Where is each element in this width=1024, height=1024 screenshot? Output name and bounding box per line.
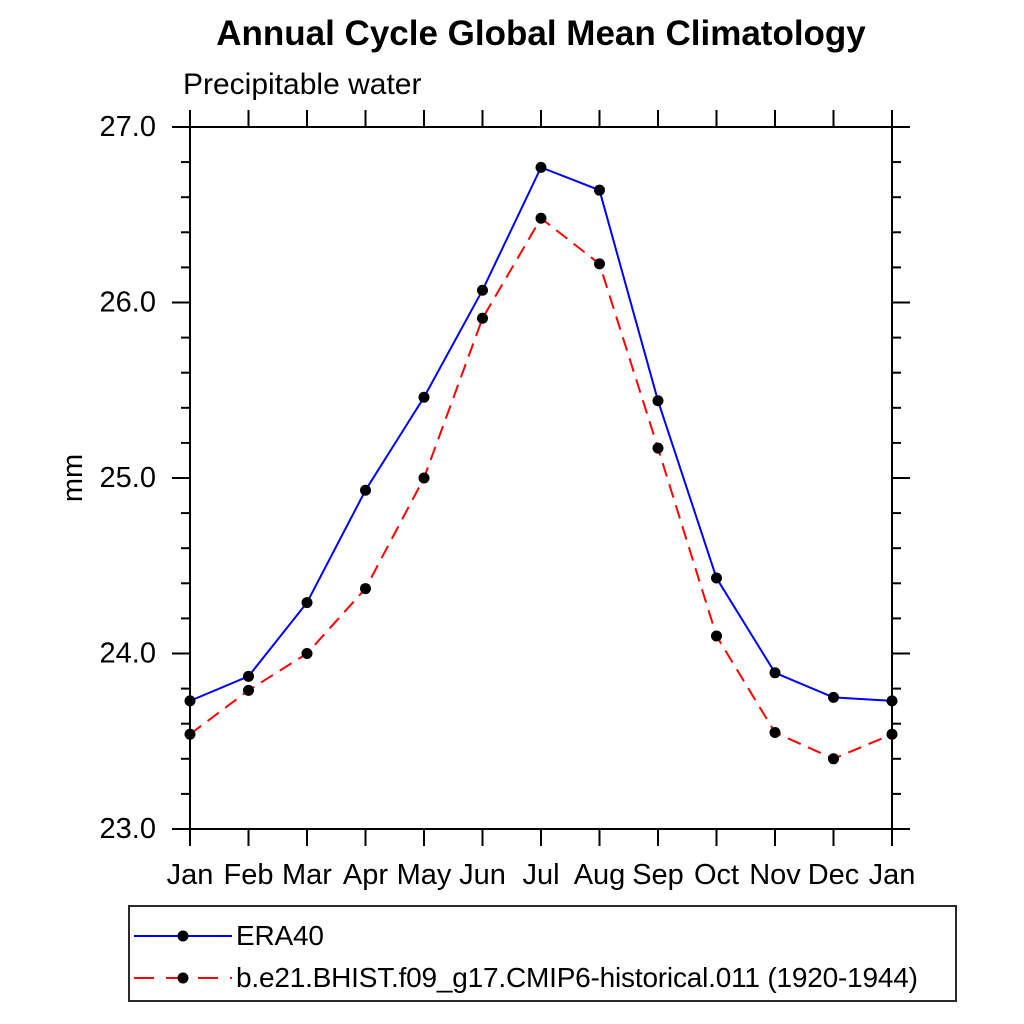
data-point-marker [886,728,898,740]
data-point-marker [184,728,196,740]
x-tick-label: Nov [749,859,801,891]
y-tick-label: 27.0 [100,111,156,143]
x-tick-label: Jul [522,859,559,891]
data-point-marker [652,442,664,454]
x-tick-label: Aug [574,859,626,891]
data-point-marker [301,648,313,659]
x-tick-label: Oct [694,859,739,891]
legend-swatches [134,930,232,984]
chart-title: Annual Cycle Global Mean Climatology [216,14,866,53]
data-point-marker [535,161,547,173]
data-point-marker [769,726,781,738]
data-point-marker [886,695,898,707]
y-tick-label: 23.0 [100,813,156,845]
legend-marker [177,972,189,984]
x-tick-label: Jan [869,859,916,891]
legend: ERA40 b.e21.BHIST.f09_g17.CMIP6-historic… [128,905,957,1002]
data-point-marker [828,753,839,765]
y-tick-label: 24.0 [100,638,156,670]
x-tick-label: May [397,859,452,891]
data-point-marker [360,583,371,595]
data-point-marker [711,630,722,642]
y-tick-label: 26.0 [100,287,156,319]
data-point-marker [769,667,781,679]
x-tick-label: Sep [632,859,684,891]
x-tick-label: Jan [167,859,214,891]
plot-frame [189,126,893,830]
x-tick-label: Mar [282,859,332,891]
era40-line [189,166,893,702]
x-tick-label: Jun [459,859,506,891]
x-tick-label: Apr [343,859,388,891]
y-tick-label: 25.0 [100,462,156,494]
data-point-marker [535,212,547,224]
data-point-marker [243,670,254,682]
legend-label-era40: ERA40 [236,920,324,951]
data-point-marker [301,597,313,609]
x-tick-label: Dec [808,859,860,891]
data-point-marker [418,391,430,403]
x-tick-label: Feb [224,859,274,891]
data-point-marker [594,184,605,196]
data-point-marker [711,572,722,584]
data-point-marker [828,691,839,703]
data-point-marker [360,484,371,496]
data-point-marker [418,472,430,484]
legend-marker [177,930,189,942]
data-point-marker [477,284,488,296]
chart-subtitle: Precipitable water [183,68,422,101]
data-point-marker [594,258,605,270]
data-point-marker [184,695,196,707]
data-point-marker [477,312,488,324]
data-point-marker [652,395,664,407]
legend-label-model: b.e21.BHIST.f09_g17.CMIP6-historical.011… [236,962,918,993]
data-point-marker [243,684,254,696]
